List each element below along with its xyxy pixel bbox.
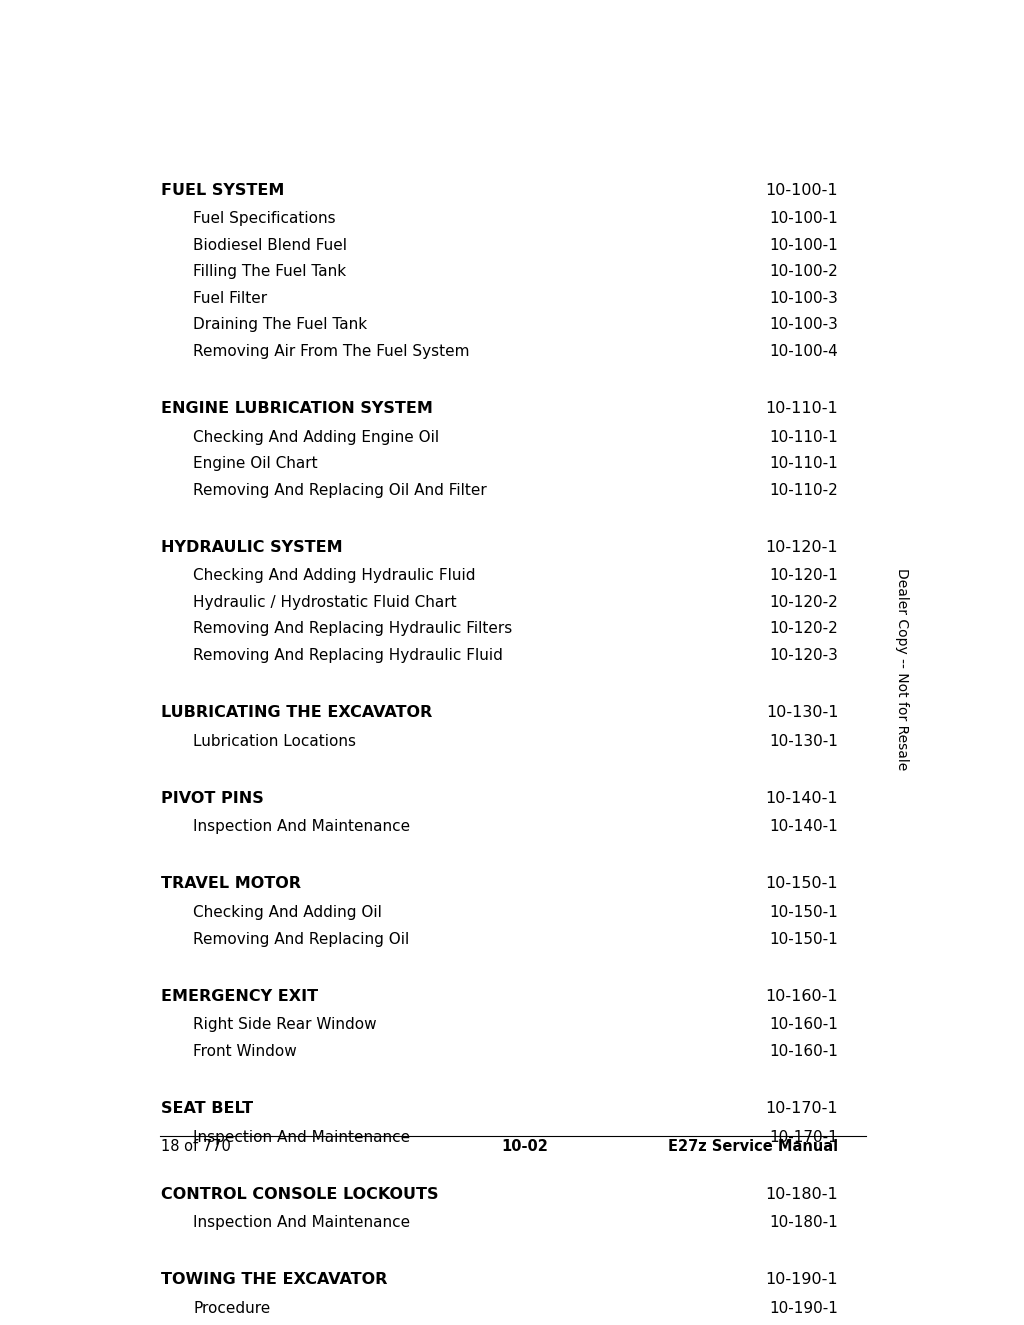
Text: 10-170-1: 10-170-1 (769, 1129, 839, 1145)
Text: 10-100-1: 10-100-1 (766, 183, 839, 197)
Text: 10-150-1: 10-150-1 (769, 905, 839, 920)
Text: 10-150-1: 10-150-1 (766, 876, 839, 892)
Text: 10-120-2: 10-120-2 (769, 595, 839, 610)
Text: Removing Air From The Fuel System: Removing Air From The Fuel System (194, 344, 470, 359)
Text: 10-120-1: 10-120-1 (766, 539, 839, 555)
Text: 10-190-1: 10-190-1 (769, 1301, 839, 1316)
Text: E27z Service Manual: E27z Service Manual (668, 1138, 839, 1154)
Text: Hydraulic / Hydrostatic Fluid Chart: Hydraulic / Hydrostatic Fluid Chart (194, 595, 457, 610)
Text: 10-02: 10-02 (502, 1138, 548, 1154)
Text: Procedure: Procedure (194, 1301, 270, 1316)
Text: Dealer Copy -- Not for Resale: Dealer Copy -- Not for Resale (895, 568, 908, 770)
Text: CONTROL CONSOLE LOCKOUTS: CONTROL CONSOLE LOCKOUTS (162, 1187, 439, 1202)
Text: 10-190-1: 10-190-1 (766, 1272, 839, 1288)
Text: Inspection And Maintenance: Inspection And Maintenance (194, 1129, 411, 1145)
Text: 18 of 770: 18 of 770 (162, 1138, 231, 1154)
Text: 10-100-3: 10-100-3 (769, 318, 839, 333)
Text: 10-100-3: 10-100-3 (769, 292, 839, 306)
Text: Removing And Replacing Hydraulic Filters: Removing And Replacing Hydraulic Filters (194, 621, 512, 636)
Text: PIVOT PINS: PIVOT PINS (162, 791, 264, 806)
Text: Removing And Replacing Hydraulic Fluid: Removing And Replacing Hydraulic Fluid (194, 648, 503, 662)
Text: Draining The Fuel Tank: Draining The Fuel Tank (194, 318, 368, 333)
Text: 10-110-1: 10-110-1 (769, 429, 839, 445)
Text: 10-110-1: 10-110-1 (769, 456, 839, 472)
Text: 10-100-1: 10-100-1 (769, 237, 839, 253)
Text: Filling The Fuel Tank: Filling The Fuel Tank (194, 264, 346, 280)
Text: 10-100-2: 10-100-2 (769, 264, 839, 280)
Text: 10-120-2: 10-120-2 (769, 621, 839, 636)
Text: LUBRICATING THE EXCAVATOR: LUBRICATING THE EXCAVATOR (162, 705, 432, 719)
Text: 10-110-2: 10-110-2 (769, 482, 839, 498)
Text: ENGINE LUBRICATION SYSTEM: ENGINE LUBRICATION SYSTEM (162, 401, 433, 416)
Text: 10-140-1: 10-140-1 (769, 819, 839, 835)
Text: 10-100-4: 10-100-4 (769, 344, 839, 359)
Text: EMERGENCY EXIT: EMERGENCY EXIT (162, 988, 318, 1004)
Text: Front Window: Front Window (194, 1044, 297, 1059)
Text: 10-140-1: 10-140-1 (766, 791, 839, 806)
Text: FUEL SYSTEM: FUEL SYSTEM (162, 183, 285, 197)
Text: Right Side Rear Window: Right Side Rear Window (194, 1018, 377, 1032)
Text: Checking And Adding Engine Oil: Checking And Adding Engine Oil (194, 429, 439, 445)
Text: TRAVEL MOTOR: TRAVEL MOTOR (162, 876, 301, 892)
Text: Checking And Adding Oil: Checking And Adding Oil (194, 905, 382, 920)
Text: TOWING THE EXCAVATOR: TOWING THE EXCAVATOR (162, 1272, 388, 1288)
Text: 10-160-1: 10-160-1 (766, 988, 839, 1004)
Text: 10-120-1: 10-120-1 (769, 568, 839, 583)
Text: Fuel Filter: Fuel Filter (194, 292, 267, 306)
Text: Inspection And Maintenance: Inspection And Maintenance (194, 1215, 411, 1230)
Text: Inspection And Maintenance: Inspection And Maintenance (194, 819, 411, 835)
Text: 10-120-3: 10-120-3 (769, 648, 839, 662)
Text: SEAT BELT: SEAT BELT (162, 1101, 254, 1116)
Text: Checking And Adding Hydraulic Fluid: Checking And Adding Hydraulic Fluid (194, 568, 475, 583)
Text: 10-150-1: 10-150-1 (769, 931, 839, 946)
Text: 10-130-1: 10-130-1 (766, 705, 839, 719)
Text: Removing And Replacing Oil: Removing And Replacing Oil (194, 931, 410, 946)
Text: Fuel Specifications: Fuel Specifications (194, 211, 336, 227)
Text: Lubrication Locations: Lubrication Locations (194, 734, 356, 749)
Text: Biodiesel Blend Fuel: Biodiesel Blend Fuel (194, 237, 347, 253)
Text: 10-110-1: 10-110-1 (766, 401, 839, 416)
Text: 10-100-1: 10-100-1 (769, 211, 839, 227)
Text: 10-180-1: 10-180-1 (766, 1187, 839, 1202)
Text: 10-170-1: 10-170-1 (766, 1101, 839, 1116)
Text: HYDRAULIC SYSTEM: HYDRAULIC SYSTEM (162, 539, 343, 555)
Text: Removing And Replacing Oil And Filter: Removing And Replacing Oil And Filter (194, 482, 486, 498)
Text: Engine Oil Chart: Engine Oil Chart (194, 456, 317, 472)
Text: 10-160-1: 10-160-1 (769, 1018, 839, 1032)
Text: 10-130-1: 10-130-1 (769, 734, 839, 749)
Text: 10-180-1: 10-180-1 (769, 1215, 839, 1230)
Text: 10-160-1: 10-160-1 (769, 1044, 839, 1059)
